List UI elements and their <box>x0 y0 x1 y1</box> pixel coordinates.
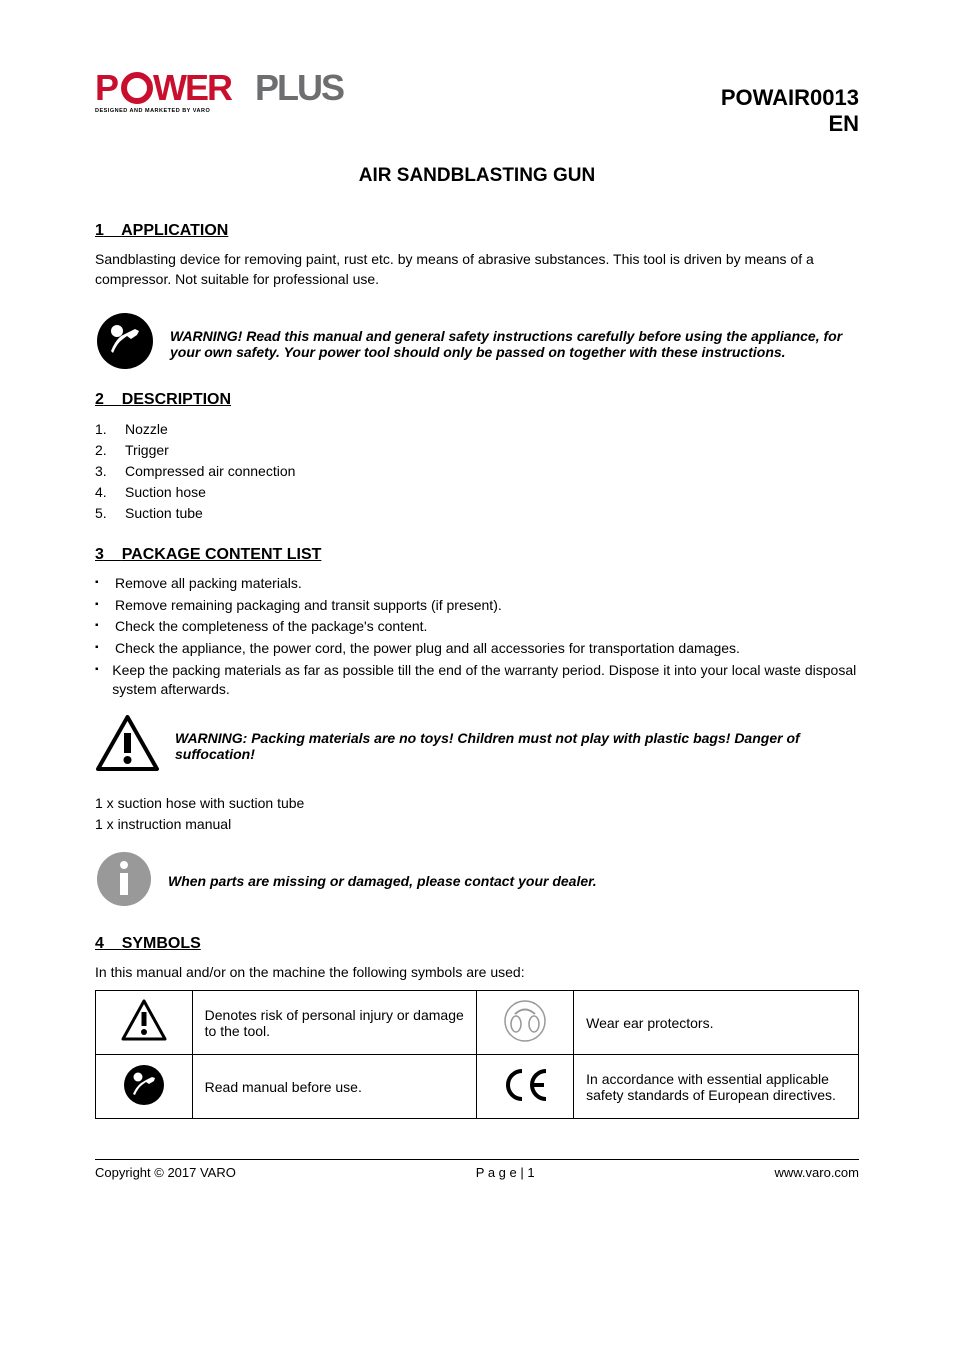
part-num: 2. <box>95 440 115 461</box>
bullet-icon: ▪ <box>95 661 112 677</box>
info-icon <box>95 850 153 913</box>
package-bullets: ▪ Remove all packing materials. ▪ Remove… <box>95 574 859 700</box>
section-heading: 1 APPLICATION <box>95 222 859 240</box>
section-symbols: 4 SYMBOLS In this manual and/or on the m… <box>95 935 859 1120</box>
list-item: ▪ Remove all packing materials. <box>95 574 859 594</box>
list-item: 2. Trigger <box>95 440 859 461</box>
symbols-intro: In this manual and/or on the machine the… <box>95 963 859 983</box>
svg-text:DESIGNED AND MARKETED BY VARO: DESIGNED AND MARKETED BY VARO <box>95 108 210 114</box>
table-row: Denotes risk of personal injury or damag… <box>96 991 859 1055</box>
part-label: Trigger <box>125 440 169 461</box>
bullet-text: Keep the packing materials as far as pos… <box>112 661 859 700</box>
product-title: AIR SANDBLASTING GUN <box>95 165 859 187</box>
list-item: ▪ Check the appliance, the power cord, t… <box>95 639 859 659</box>
brand-logo: P WER PLUS DESIGNED AND MARKETED BY VARO <box>95 70 415 120</box>
section-title: APPLICATION <box>121 222 228 239</box>
warning-text: WARNING! Read this manual and general sa… <box>170 328 859 360</box>
contents-list: 1 x suction hose with suction tube 1 x i… <box>95 793 859 835</box>
warning-triangle-icon <box>120 999 168 1043</box>
website: www.varo.com <box>774 1165 859 1180</box>
symbol-desc: Wear ear protectors. <box>574 991 859 1055</box>
symbol-icon-cell <box>96 991 193 1055</box>
section-num: 1 <box>95 222 104 239</box>
part-label: Nozzle <box>125 419 168 440</box>
bullet-text: Remove all packing materials. <box>115 574 302 594</box>
footer: Copyright © 2017 VARO P a g e | 1 www.va… <box>95 1159 859 1180</box>
part-label: Suction tube <box>125 503 203 524</box>
bullet-icon: ▪ <box>95 596 115 612</box>
list-item: 1. Nozzle <box>95 419 859 440</box>
part-num: 5. <box>95 503 115 524</box>
symbol-desc: In accordance with essential applicable … <box>574 1055 859 1119</box>
application-text: Sandblasting device for removing paint, … <box>95 250 859 289</box>
list-item: ▪ Remove remaining packaging and transit… <box>95 596 859 616</box>
header: P WER PLUS DESIGNED AND MARKETED BY VARO… <box>95 70 859 120</box>
model-number: POWAIR0013 <box>721 85 859 111</box>
part-num: 1. <box>95 419 115 440</box>
svg-text:P: P <box>95 70 118 108</box>
part-num: 4. <box>95 482 115 503</box>
language-code: EN <box>721 111 859 137</box>
warning-triangle-icon <box>95 715 160 778</box>
parts-list: 1. Nozzle 2. Trigger 3. Compressed air c… <box>95 419 859 524</box>
package-warning-text: WARNING: Packing materials are no toys! … <box>175 730 859 762</box>
list-item: 3. Compressed air connection <box>95 461 859 482</box>
symbol-desc: Read manual before use. <box>192 1055 477 1119</box>
section-heading: 3 PACKAGE CONTENT LIST <box>95 546 859 564</box>
part-label: Suction hose <box>125 482 206 503</box>
part-label: Compressed air connection <box>125 461 295 482</box>
contents-item: 1 x instruction manual <box>95 814 859 835</box>
section-title: SYMBOLS <box>122 935 201 952</box>
part-num: 3. <box>95 461 115 482</box>
missing-parts-info: When parts are missing or damaged, pleas… <box>95 850 859 913</box>
read-manual-icon <box>95 311 155 376</box>
section-application: 1 APPLICATION Sandblasting device for re… <box>95 222 859 289</box>
bullet-text: Check the appliance, the power cord, the… <box>115 639 740 659</box>
bullet-text: Remove remaining packaging and transit s… <box>115 596 502 616</box>
section-heading: 4 SYMBOLS <box>95 935 859 953</box>
symbol-desc: Denotes risk of personal injury or damag… <box>192 991 477 1055</box>
list-item: ▪ Keep the packing materials as far as p… <box>95 661 859 700</box>
package-warning: WARNING: Packing materials are no toys! … <box>95 715 859 778</box>
symbol-icon-cell <box>477 1055 574 1119</box>
svg-text:WER: WER <box>153 70 233 108</box>
warning-block: WARNING! Read this manual and general sa… <box>95 311 859 376</box>
list-item: 4. Suction hose <box>95 482 859 503</box>
bullet-icon: ▪ <box>95 639 115 655</box>
ce-mark-icon <box>500 1067 550 1103</box>
header-right: POWAIR0013 EN <box>721 85 859 137</box>
list-item: ▪ Check the completeness of the package'… <box>95 617 859 637</box>
copyright: Copyright © 2017 VARO <box>95 1165 236 1180</box>
symbols-table: Denotes risk of personal injury or damag… <box>95 990 859 1119</box>
symbol-icon-cell <box>477 991 574 1055</box>
section-num: 2 <box>95 391 104 408</box>
section-title: DESCRIPTION <box>122 391 231 408</box>
section-num: 4 <box>95 935 104 952</box>
page-number: P a g e | 1 <box>476 1165 535 1180</box>
missing-parts-text: When parts are missing or damaged, pleas… <box>168 873 597 889</box>
ear-protection-icon <box>503 999 547 1043</box>
section-package: 3 PACKAGE CONTENT LIST ▪ Remove all pack… <box>95 546 859 913</box>
symbol-icon-cell <box>96 1055 193 1119</box>
list-item: 5. Suction tube <box>95 503 859 524</box>
section-heading: 2 DESCRIPTION <box>95 391 859 409</box>
section-description: 2 DESCRIPTION 1. Nozzle 2. Trigger 3. Co… <box>95 391 859 524</box>
bullet-text: Check the completeness of the package's … <box>115 617 427 637</box>
table-row: Read manual before use. In accordance wi… <box>96 1055 859 1119</box>
bullet-icon: ▪ <box>95 617 115 633</box>
section-title: PACKAGE CONTENT LIST <box>122 546 322 563</box>
contents-item: 1 x suction hose with suction tube <box>95 793 859 814</box>
read-manual-icon <box>122 1063 166 1107</box>
bullet-icon: ▪ <box>95 574 115 590</box>
svg-text:PLUS: PLUS <box>255 70 344 108</box>
powerplus-logo-svg: P WER PLUS DESIGNED AND MARKETED BY VARO <box>95 70 415 115</box>
section-num: 3 <box>95 546 104 563</box>
